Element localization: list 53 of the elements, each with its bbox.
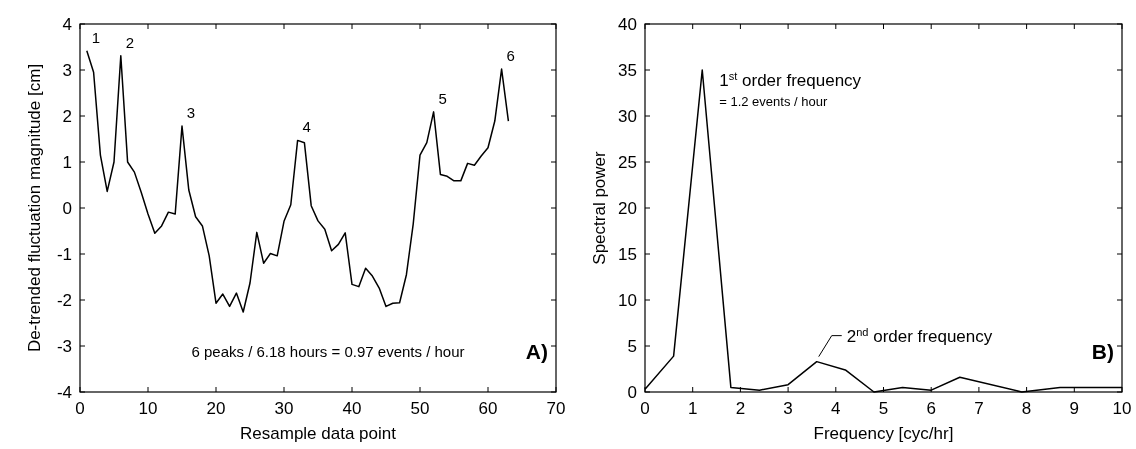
y-tick-label: 30: [618, 107, 637, 126]
annotation: 5: [438, 89, 447, 107]
y-tick-label: 25: [618, 153, 637, 172]
y-tick-label: -2: [56, 291, 72, 310]
annotation: B): [1091, 340, 1114, 363]
x-tick-label: 60: [478, 399, 498, 418]
x-tick-label: 9: [1069, 399, 1080, 418]
x-tick-label: 0: [640, 399, 650, 418]
y-tick-label: 1: [62, 153, 72, 172]
y-tick-label: 4: [62, 15, 72, 34]
y-tick-label: -4: [56, 383, 72, 402]
y-tick-label: 5: [627, 337, 637, 356]
annotation: 1: [91, 28, 100, 46]
y-axis-title: De-trended fluctuation magnitude [cm]: [25, 63, 44, 353]
y-tick-label: 15: [618, 245, 637, 264]
y-axis-title: Spectral power: [590, 150, 609, 265]
x-axis-title: Resample data point: [240, 424, 397, 443]
x-tick-label: 0: [75, 399, 85, 418]
y-tick-label: 3: [62, 61, 72, 80]
y-tick-label: -1: [56, 245, 72, 264]
x-tick-label: 50: [410, 399, 430, 418]
y-tick-label: 10: [618, 291, 637, 310]
x-tick-label: 5: [878, 399, 889, 418]
y-tick-label: 20: [618, 199, 637, 218]
y-tick-label: 0: [62, 199, 72, 218]
x-tick-label: 3: [783, 399, 793, 418]
x-tick-label: 30: [274, 399, 294, 418]
x-tick-label: 70: [546, 399, 566, 418]
x-tick-label: 6: [926, 399, 936, 418]
y-tick-label: 35: [618, 61, 637, 80]
annotation: 2: [125, 33, 134, 51]
x-tick-label: 4: [831, 399, 841, 418]
annotation: 3: [186, 104, 196, 122]
x-tick-label: 7: [974, 399, 984, 418]
y-tick-label: 2: [62, 107, 72, 126]
x-tick-label: 8: [1021, 399, 1032, 418]
annotation: 4: [302, 118, 311, 136]
x-tick-label: 10: [1112, 399, 1132, 418]
x-axis-title: Frequency [cyc/hr]: [813, 424, 954, 443]
x-tick-label: 10: [138, 399, 158, 418]
annotation: 6: [506, 47, 515, 65]
annotation: 2$^{nd}$ order frequency: [846, 325, 993, 346]
annotation: A): [525, 340, 548, 363]
annotation: 1$^{st}$ order frequency: [719, 70, 862, 90]
y-tick-label: 40: [618, 15, 637, 34]
y-tick-label: 0: [627, 383, 637, 402]
x-tick-label: 20: [206, 399, 226, 418]
annotation: = 1.2 events / hour: [719, 94, 828, 109]
annotation: 6 peaks / 6.18 hours = 0.97 events / hour: [191, 343, 465, 360]
x-tick-label: 2: [735, 399, 746, 418]
x-tick-label: 40: [342, 399, 362, 418]
y-tick-label: -3: [56, 337, 72, 356]
x-tick-label: 1: [687, 399, 698, 418]
